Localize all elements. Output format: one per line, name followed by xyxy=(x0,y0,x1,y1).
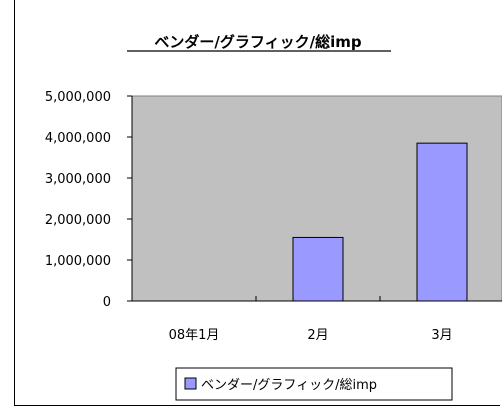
y-tick-label: 1,000,000 xyxy=(45,254,111,269)
y-tick-label: 5,000,000 xyxy=(45,90,111,105)
x-tick-label: 08年1月 xyxy=(169,328,220,343)
x-tick-label: 3月 xyxy=(431,328,452,343)
x-axis: 08年1月 2月 3月 xyxy=(132,296,502,343)
legend-swatch xyxy=(184,377,197,390)
legend-label: ベンダー/グラフィック/総imp xyxy=(201,378,377,393)
y-tick-label: 2,000,000 xyxy=(45,213,111,228)
y-tick-label: 3,000,000 xyxy=(45,172,111,187)
y-axis: 0 1,000,000 2,000,000 3,000,000 4,000,000 5,0… xyxy=(45,90,133,310)
x-tick-label: 2月 xyxy=(307,328,328,343)
legend: ベンダー/グラフィック/総imp xyxy=(175,367,453,401)
bar xyxy=(292,236,344,302)
bar xyxy=(416,142,468,302)
y-tick-label: 4,000,000 xyxy=(45,131,111,146)
legend-box xyxy=(175,367,453,401)
y-tick-label: 0 xyxy=(103,295,111,310)
bars xyxy=(292,142,468,302)
chart-title: ベンダー/グラフィック/総imp xyxy=(154,33,361,51)
